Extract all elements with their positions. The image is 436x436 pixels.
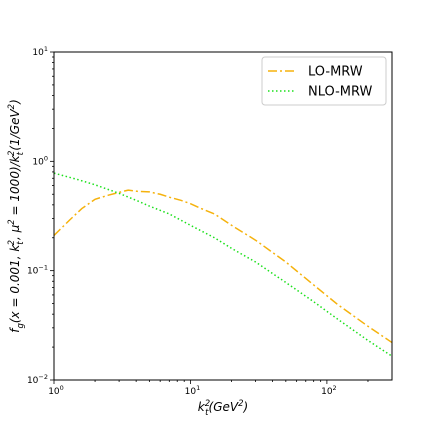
series-line-lo-mrw <box>53 189 393 344</box>
plot-frame <box>53 51 393 381</box>
legend-box <box>261 56 387 106</box>
plot-area <box>54 52 392 380</box>
x-tick-label: 100 <box>48 384 64 397</box>
legend: LO-MRW NLO-MRW <box>261 56 387 106</box>
legend-label-lo-mrw: LO-MRW <box>308 65 363 80</box>
y-tick-label: 101 <box>32 45 48 58</box>
x-tick-label: 101 <box>185 384 201 397</box>
y-tick-label: 100 <box>32 154 48 167</box>
y-axis-label: fg(x = 0.001, kt2, μ2 = 1000)/kt2(1/GeV2… <box>7 99 26 333</box>
y-tick-label: 10−1 <box>27 264 48 277</box>
x-tick-label: 102 <box>321 384 337 397</box>
legend-label-nlo-mrw: NLO-MRW <box>308 85 373 100</box>
y-tick-label: 10−2 <box>27 373 48 386</box>
series-line-nlo-mrw <box>53 172 393 357</box>
x-axis-label: k2 t(GeV2) <box>198 399 248 418</box>
series-layer <box>53 172 393 357</box>
